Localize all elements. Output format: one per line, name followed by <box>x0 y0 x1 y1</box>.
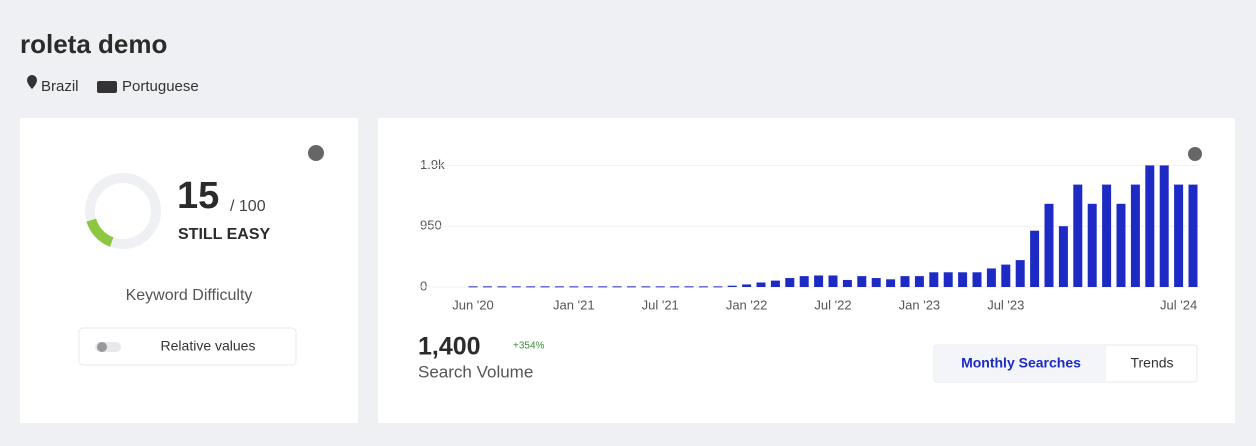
bar <box>1145 165 1155 287</box>
location-icon <box>27 75 37 89</box>
bar <box>1116 203 1126 287</box>
bar <box>468 286 478 288</box>
difficulty-score: 15 <box>177 175 219 217</box>
bar <box>770 280 780 287</box>
bar <box>626 286 636 288</box>
bar <box>1073 184 1083 287</box>
toggle-box[interactable] <box>78 327 297 366</box>
x-tick-label: Jan '23 <box>899 297 941 312</box>
bar <box>684 286 694 288</box>
volume-label: Search Volume <box>418 362 533 381</box>
bar <box>814 275 824 287</box>
bar <box>1087 203 1097 287</box>
bar <box>569 286 579 288</box>
bar <box>482 286 492 288</box>
volume-change: +354% <box>513 341 545 352</box>
bar <box>1174 184 1184 287</box>
bar <box>1001 264 1011 287</box>
x-tick-label: Jul '21 <box>642 297 679 312</box>
bar <box>943 272 953 287</box>
bar <box>900 276 910 287</box>
bar <box>497 286 507 288</box>
bar <box>828 275 838 287</box>
bar <box>526 286 536 288</box>
bar <box>742 284 752 287</box>
bar <box>1159 165 1169 287</box>
bar <box>713 286 723 288</box>
keyword-title: roleta demo <box>20 29 167 59</box>
bar <box>554 286 564 288</box>
difficulty-card <box>20 118 358 423</box>
language-icon <box>97 81 117 93</box>
bar <box>756 282 766 287</box>
toggle-knob[interactable] <box>97 342 107 352</box>
bar <box>540 286 550 288</box>
x-tick-label: Jul '22 <box>814 297 851 312</box>
tab[interactable]: Monthly Searches <box>961 355 1081 371</box>
bar <box>799 276 809 287</box>
bar <box>1058 226 1068 287</box>
bar <box>1030 230 1040 287</box>
x-tick-label: Jul '23 <box>987 297 1024 312</box>
language: Portuguese <box>122 78 199 95</box>
difficulty-rating: STILL EASY <box>178 226 270 243</box>
x-tick-label: Jan '22 <box>726 297 768 312</box>
tab-active[interactable] <box>935 346 1106 381</box>
x-tick-label: Jul '24 <box>1160 297 1197 312</box>
bar <box>727 285 737 287</box>
bar <box>1015 260 1025 287</box>
bar <box>785 278 795 287</box>
difficulty-label: Keyword Difficulty <box>126 287 253 304</box>
bar <box>929 272 939 287</box>
bar <box>1102 184 1112 287</box>
bar <box>871 278 881 287</box>
x-tick-label: Jun '20 <box>452 297 494 312</box>
bar <box>914 276 924 287</box>
bar <box>842 279 852 287</box>
bar <box>598 286 608 288</box>
info-icon[interactable] <box>1188 147 1202 161</box>
bar <box>1188 184 1198 287</box>
bar <box>698 286 708 288</box>
bar <box>655 286 665 288</box>
bar <box>886 279 896 287</box>
bar <box>612 286 622 288</box>
gauge-arc <box>86 218 114 247</box>
bar <box>511 286 521 288</box>
gauge-track <box>85 173 161 249</box>
bar <box>670 286 680 288</box>
toggle-label[interactable]: Relative values <box>161 338 256 354</box>
difficulty-max: / 100 <box>230 198 266 215</box>
bar <box>641 286 651 288</box>
bar <box>1044 203 1054 287</box>
bar <box>1130 184 1140 287</box>
bar <box>986 268 996 287</box>
info-icon[interactable] <box>308 145 324 161</box>
y-tick-label: 950 <box>420 218 442 233</box>
location: Brazil <box>41 78 79 95</box>
x-tick-label: Jan '21 <box>553 297 595 312</box>
search-volume: 1,400 <box>418 333 481 361</box>
y-tick-label: 1.9k <box>420 157 445 172</box>
bar <box>972 272 982 287</box>
bar <box>583 286 593 288</box>
bar <box>857 276 867 287</box>
y-tick-label: 0 <box>420 278 427 293</box>
bar <box>958 272 968 287</box>
tab[interactable]: Trends <box>1130 355 1173 371</box>
